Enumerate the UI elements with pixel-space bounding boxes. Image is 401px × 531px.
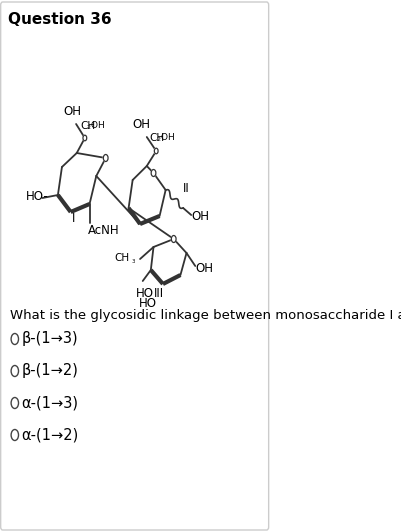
Text: I: I — [71, 212, 75, 225]
Text: β-(1→2): β-(1→2) — [22, 364, 78, 379]
Circle shape — [11, 430, 18, 441]
Circle shape — [103, 155, 108, 161]
Text: HO: HO — [139, 297, 157, 310]
Text: CH: CH — [80, 121, 95, 131]
Text: $_2$OH: $_2$OH — [86, 119, 105, 132]
Text: OH: OH — [63, 105, 81, 118]
Text: β-(1→3): β-(1→3) — [22, 331, 78, 347]
Text: $_3$: $_3$ — [130, 256, 136, 266]
Text: α-(1→3): α-(1→3) — [22, 396, 78, 410]
Text: CH: CH — [149, 133, 164, 143]
Text: What is the glycosidic linkage between monosaccharide I and II?: What is the glycosidic linkage between m… — [10, 309, 401, 322]
Text: Question 36: Question 36 — [8, 12, 111, 27]
Text: III: III — [154, 287, 164, 300]
Text: OH: OH — [191, 210, 209, 222]
Text: HO-: HO- — [26, 190, 48, 202]
Text: OH: OH — [195, 261, 213, 275]
Text: $_2$OH: $_2$OH — [155, 132, 174, 144]
Text: AcNH: AcNH — [88, 224, 119, 237]
FancyBboxPatch shape — [1, 2, 268, 530]
Circle shape — [171, 236, 176, 243]
Text: HO: HO — [135, 287, 153, 300]
Text: II: II — [183, 183, 189, 195]
Circle shape — [151, 169, 156, 176]
Circle shape — [11, 365, 18, 376]
Circle shape — [11, 398, 18, 408]
Text: OH: OH — [132, 118, 150, 131]
Text: α-(1→2): α-(1→2) — [22, 427, 79, 442]
Circle shape — [11, 333, 18, 345]
Circle shape — [83, 135, 87, 141]
Circle shape — [154, 148, 158, 154]
Text: CH: CH — [115, 253, 130, 263]
